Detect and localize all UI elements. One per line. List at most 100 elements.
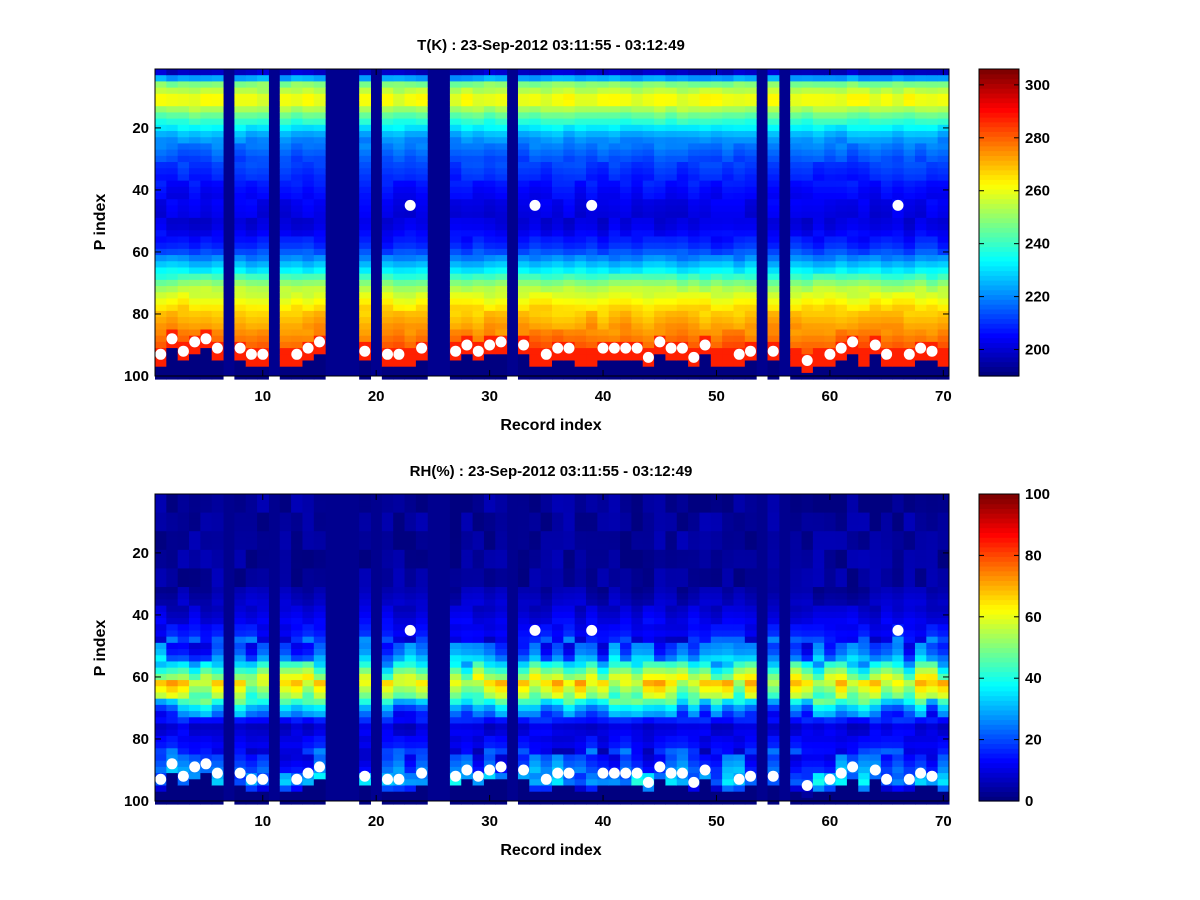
heatmap-cell (245, 574, 258, 582)
heatmap-cell (245, 791, 258, 799)
heatmap-cell (415, 686, 428, 693)
heatmap-cell (495, 630, 508, 638)
heatmap-cell (620, 518, 632, 526)
heatmap-cell (189, 304, 201, 312)
heatmap-cell (381, 137, 394, 144)
heatmap-cell (359, 100, 372, 107)
heatmap-cell (245, 605, 258, 613)
heatmap-cell (359, 298, 372, 306)
heatmap-cell (393, 131, 406, 138)
heatmap-cell (381, 93, 394, 101)
heatmap-cell (461, 137, 474, 144)
heatmap-cell (710, 118, 723, 126)
heatmap-cell (642, 742, 655, 749)
heatmap-cell (812, 310, 825, 318)
heatmap-cell (552, 168, 564, 175)
heatmap-cell (313, 279, 326, 287)
heatmap-cell (415, 298, 428, 306)
heatmap-cell (472, 748, 485, 755)
heatmap-cell (597, 723, 610, 731)
heatmap-cell (449, 211, 462, 219)
heatmap-cell (257, 106, 269, 113)
heatmap-cell (529, 149, 542, 157)
heatmap-cell (177, 261, 190, 268)
heatmap-cell (189, 106, 201, 113)
colorbar-swatch (979, 198, 1019, 204)
heatmap-cell (245, 360, 258, 368)
heatmap-cell (620, 735, 632, 743)
heatmap-cell (529, 599, 542, 607)
colorbar-swatch (979, 347, 1019, 353)
heatmap-cell (744, 267, 757, 275)
heatmap-cell (211, 779, 224, 786)
heatmap-cell (903, 162, 916, 169)
heatmap-cell (461, 649, 474, 656)
heatmap-cell (574, 366, 587, 374)
heatmap-cell (393, 673, 406, 681)
heatmap-cell (846, 317, 859, 324)
heatmap-cell (586, 649, 598, 656)
heatmap-cell (313, 618, 326, 625)
temperature-title: T(K) : 23-Sep-2012 03:11:55 - 03:12:49 (417, 37, 685, 54)
heatmap-cell (279, 81, 292, 89)
heatmap-cell (563, 698, 576, 706)
heatmap-cell (869, 348, 882, 355)
heatmap-cell (449, 93, 462, 101)
heatmap-cell (846, 273, 859, 281)
heatmap-cell (155, 525, 167, 532)
heatmap-cell (880, 242, 893, 250)
heatmap-cell (495, 748, 508, 755)
heatmap-cell (563, 587, 576, 594)
heatmap-cell (381, 124, 394, 132)
heatmap-column (858, 69, 871, 380)
heatmap-cell (313, 317, 326, 324)
heatmap-cell (574, 698, 587, 706)
heatmap-cell (688, 211, 700, 219)
heatmap-cell (461, 711, 474, 718)
heatmap-cell (359, 112, 372, 120)
heatmap-cell (767, 304, 780, 312)
heatmap-cell (189, 124, 201, 132)
heatmap-cell (189, 735, 201, 743)
heatmap-cell (461, 106, 474, 113)
heatmap-cell (654, 279, 666, 287)
heatmap-cell (279, 605, 292, 613)
heatmap-cell (189, 661, 201, 669)
heatmap-cell (858, 298, 871, 306)
heatmap-cell (381, 500, 394, 507)
heatmap-cell (291, 273, 303, 281)
heatmap-cell (472, 568, 485, 576)
heatmap-cell (177, 217, 190, 225)
heatmap-cell (552, 255, 564, 262)
colorbar-swatch (979, 323, 1019, 329)
heatmap-cell (631, 580, 644, 588)
heatmap-cell (744, 162, 757, 169)
heatmap-cell (914, 205, 927, 213)
heatmap-cell (415, 366, 428, 374)
heatmap-cell (642, 87, 655, 95)
heatmap-cell (279, 506, 292, 514)
heatmap-cell (676, 106, 689, 113)
heatmap-cell (552, 298, 564, 306)
heatmap-cell (257, 298, 269, 306)
heatmap-cell (359, 680, 372, 687)
heatmap-cell (620, 366, 632, 374)
heatmap-cell (404, 692, 417, 700)
heatmap-cell (189, 754, 201, 762)
heatmap-cell (892, 155, 905, 163)
heatmap-cell (552, 760, 564, 768)
heatmap-cell (767, 292, 780, 299)
heatmap-cell (642, 692, 655, 700)
heatmap-cell (245, 143, 258, 151)
heatmap-cell (608, 618, 621, 625)
heatmap-cell (529, 791, 542, 799)
heatmap-cell (586, 568, 598, 576)
heatmap-cell (449, 106, 462, 113)
heatmap-cell (472, 655, 485, 662)
heatmap-cell (631, 124, 644, 132)
heatmap-cell (892, 279, 905, 287)
heatmap-cell (631, 81, 644, 89)
heatmap-cell (200, 205, 213, 213)
heatmap-cell (552, 580, 564, 588)
heatmap-cell (189, 149, 201, 157)
